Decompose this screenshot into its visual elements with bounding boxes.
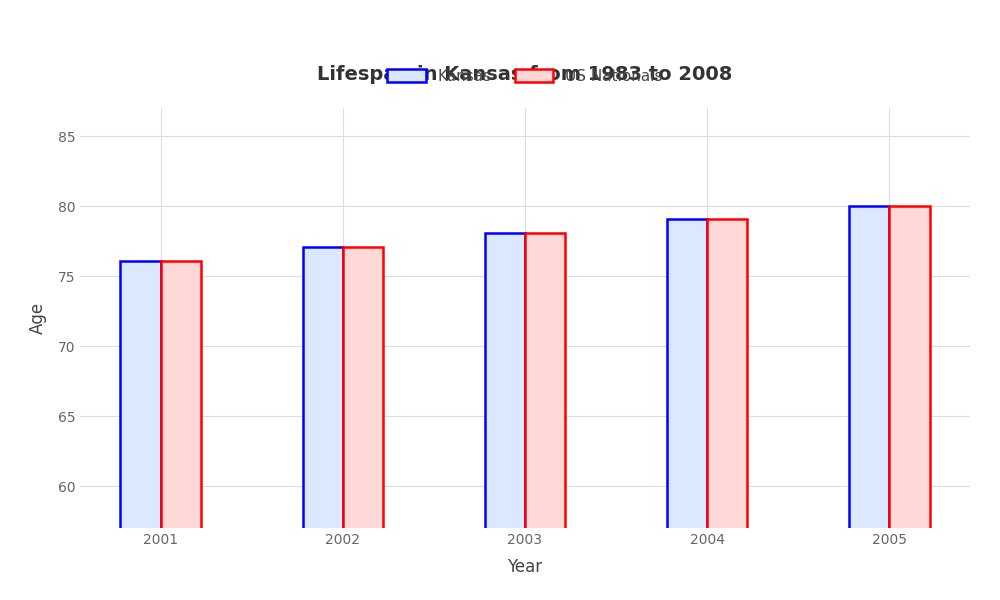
Bar xyxy=(707,218,747,600)
Bar xyxy=(849,206,889,600)
Y-axis label: Age: Age xyxy=(28,302,46,334)
X-axis label: Year: Year xyxy=(507,558,543,576)
Bar xyxy=(343,247,383,600)
Title: Lifespan in Kansas from 1983 to 2008: Lifespan in Kansas from 1983 to 2008 xyxy=(317,65,733,84)
Bar xyxy=(889,206,930,600)
Bar xyxy=(303,247,343,600)
Legend: Kansas, US Nationals: Kansas, US Nationals xyxy=(380,61,670,91)
Bar xyxy=(525,233,565,600)
Bar xyxy=(485,233,525,600)
Bar xyxy=(667,218,707,600)
Bar xyxy=(161,260,201,600)
Bar xyxy=(120,260,161,600)
